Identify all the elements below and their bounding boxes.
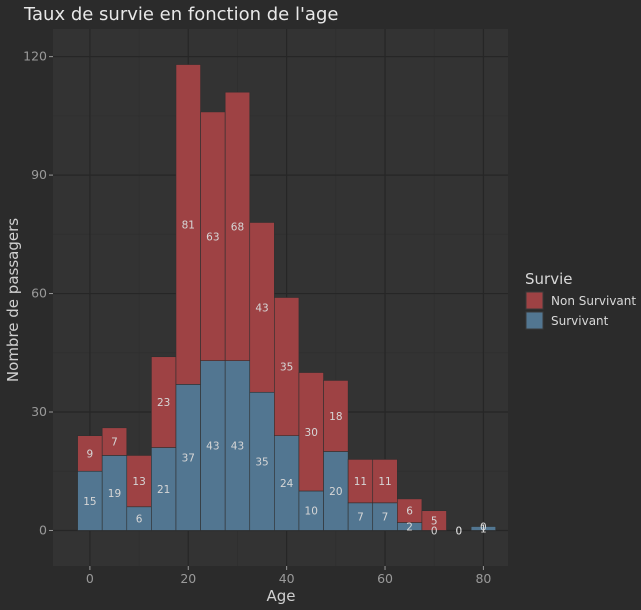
data-label-non-survivant: 30 — [305, 427, 318, 439]
data-label-non-survivant: 13 — [132, 476, 145, 488]
bar-survivant — [151, 447, 177, 531]
bar-survivant — [249, 391, 275, 531]
data-label-non-survivant: 9 — [87, 448, 94, 460]
legend-key-non-survivant — [525, 291, 544, 310]
legend-title: Survie — [525, 270, 572, 288]
bar-survivant — [175, 384, 201, 531]
y-tick-label: 90 — [31, 167, 47, 182]
data-label-non-survivant: 0 — [455, 525, 462, 537]
legend-label-survivant: Survivant — [551, 314, 609, 328]
y-tick-label: 60 — [31, 286, 47, 301]
data-label-survivant: 35 — [255, 456, 268, 468]
bar-non-survivant — [101, 427, 128, 456]
data-label-non-survivant: 6 — [406, 506, 413, 518]
data-label-non-survivant: 7 — [111, 437, 118, 449]
bar-survivant — [200, 360, 226, 531]
bar-non-survivant — [347, 459, 374, 504]
data-label-survivant: 6 — [136, 514, 143, 526]
bar-non-survivant — [298, 372, 324, 492]
bar-non-survivant — [224, 91, 251, 361]
bar-survivant — [224, 360, 251, 531]
data-label-non-survivant: 0 — [480, 522, 487, 534]
bar-non-survivant — [200, 111, 226, 361]
data-label-non-survivant: 5 — [431, 516, 438, 528]
data-label-survivant: 24 — [280, 478, 294, 490]
bar-non-survivant — [77, 435, 103, 472]
data-label-survivant: 10 — [305, 506, 318, 518]
legend-label-non-survivant: Non Survivant — [551, 294, 636, 308]
data-label-survivant: 21 — [157, 484, 170, 496]
bar-survivant — [470, 526, 497, 531]
data-label-non-survivant: 11 — [378, 476, 391, 488]
legend-key-survivant — [525, 311, 544, 330]
bar-non-survivant — [421, 510, 447, 531]
x-axis-title: Age — [266, 587, 295, 605]
data-label-survivant: 7 — [357, 512, 364, 524]
legend: Survie Non Survivant Survivant — [525, 270, 636, 330]
y-axis-title: Nombre de passagers — [4, 218, 22, 382]
data-label-survivant: 20 — [329, 486, 342, 498]
data-label-survivant: 15 — [83, 496, 96, 508]
y-axis: 0 30 60 90 120 — [23, 49, 53, 537]
bar-non-survivant — [323, 380, 349, 452]
y-tick-label: 30 — [31, 404, 47, 419]
data-label-survivant: 2 — [406, 522, 413, 534]
data-label-survivant: 37 — [182, 452, 195, 464]
data-label-non-survivant: 63 — [206, 231, 219, 243]
data-label-non-survivant: 23 — [157, 397, 170, 409]
data-label-non-survivant: 43 — [255, 302, 268, 314]
data-label-non-survivant: 11 — [354, 476, 367, 488]
bar-non-survivant — [274, 297, 300, 436]
x-tick-label: 80 — [475, 571, 491, 586]
data-label-non-survivant: 18 — [329, 411, 342, 423]
x-tick-label: 60 — [377, 571, 393, 586]
bar-non-survivant — [372, 459, 398, 504]
data-label-survivant: 0 — [431, 525, 438, 537]
chart-title: Taux de survie en fonction de l'age — [23, 4, 338, 25]
bar-non-survivant — [249, 222, 275, 393]
x-tick-label: 40 — [279, 571, 295, 586]
bar-non-survivant — [151, 356, 177, 448]
x-tick-label: 20 — [180, 571, 196, 586]
data-labels: 1591976132123378143634368354324351030201… — [83, 219, 487, 537]
bar-non-survivant — [126, 455, 152, 508]
data-label-non-survivant: 35 — [280, 362, 293, 374]
bar-survivant — [323, 451, 349, 531]
data-label-survivant: 43 — [206, 441, 219, 453]
data-label-survivant: 0 — [455, 525, 462, 537]
data-label-survivant: 1 — [480, 523, 487, 535]
data-label-survivant: 19 — [108, 488, 121, 500]
y-tick-label: 120 — [23, 49, 47, 64]
bar-survivant — [77, 470, 103, 531]
bar-non-survivant — [175, 64, 201, 385]
bar-survivant — [347, 502, 374, 531]
data-label-non-survivant: 81 — [182, 219, 195, 231]
data-label-survivant: 43 — [231, 441, 244, 453]
bars — [77, 64, 497, 531]
bar-survivant — [372, 502, 398, 531]
x-tick-label: 0 — [86, 571, 94, 586]
data-label-non-survivant: 68 — [231, 221, 244, 233]
data-label-survivant: 7 — [382, 512, 389, 524]
y-tick-label: 0 — [39, 522, 47, 537]
x-axis: 0 20 40 60 80 — [86, 566, 491, 586]
